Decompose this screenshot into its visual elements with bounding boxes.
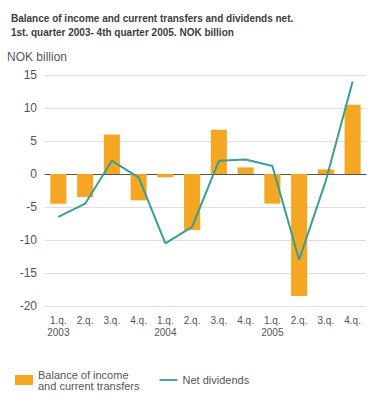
svg-text:Balance of income: Balance of income [38,368,129,381]
svg-text:3.q.: 3.q. [104,315,121,326]
svg-text:NOK billion: NOK billion [7,50,67,64]
svg-text:1.q.: 1.q. [50,315,67,326]
svg-text:-15: -15 [20,266,38,280]
svg-text:3.q.: 3.q. [318,315,335,326]
svg-text:and current transfers: and current transfers [38,380,140,392]
svg-text:-5: -5 [26,200,37,214]
svg-text:2.q.: 2.q. [77,315,94,326]
svg-text:-20: -20 [20,299,38,313]
svg-text:10: 10 [24,101,38,115]
svg-text:2005: 2005 [261,327,284,338]
svg-text:4.q.: 4.q. [237,315,254,326]
svg-text:4.q.: 4.q. [130,315,147,326]
svg-text:2004: 2004 [154,327,177,338]
svg-text:4.q.: 4.q. [344,315,361,326]
svg-text:2003: 2003 [47,327,70,338]
svg-text:Balance of income and current: Balance of income and current transfers … [11,13,294,24]
svg-text:1.q.: 1.q. [157,315,174,326]
svg-text:1st. quarter 2003- 4th quarter: 1st. quarter 2003- 4th quarter 2005. NOK… [11,27,234,38]
svg-text:2.q.: 2.q. [291,315,308,326]
svg-text:2.q.: 2.q. [184,315,201,326]
svg-text:15: 15 [24,68,38,82]
svg-text:-10: -10 [20,233,38,247]
svg-text:5: 5 [30,134,37,148]
svg-text:3.q.: 3.q. [211,315,228,326]
svg-text:Net dividends: Net dividends [182,374,249,386]
svg-text:0: 0 [30,167,37,181]
svg-text:1.q.: 1.q. [264,315,281,326]
